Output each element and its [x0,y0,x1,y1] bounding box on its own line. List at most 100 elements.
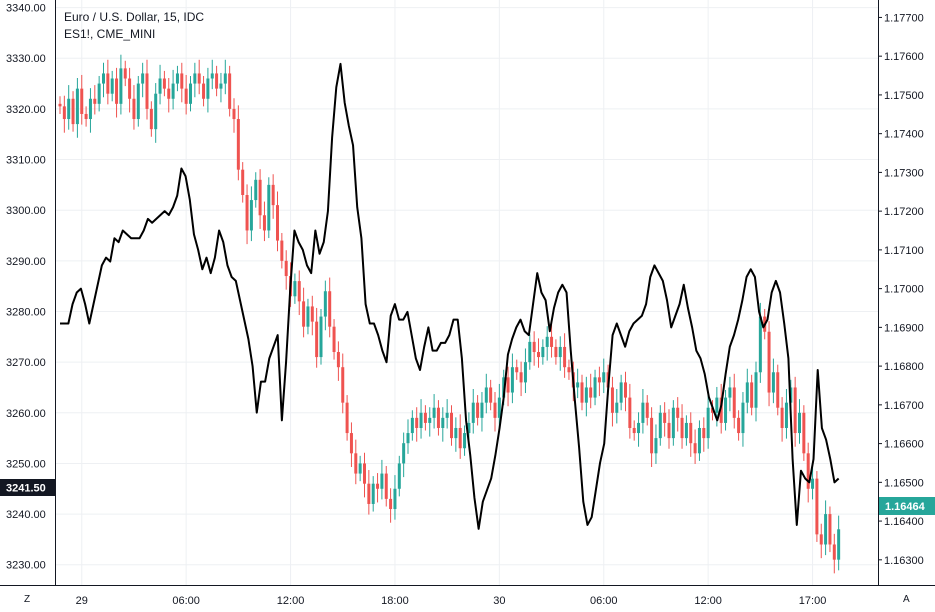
candle-body [824,514,828,545]
right-price-badge: 1.16464 [879,497,935,515]
time-axis[interactable]: 29 06:00 12:00 18:00 30 06:00 12:00 17:00 [76,595,827,607]
candle-body [106,73,110,94]
left-tick-label: 3290.00 [6,256,46,268]
candle-body [154,93,158,130]
candle-body [297,281,301,302]
legend-title: Euro / U.S. Dollar, 15, IDC [64,10,204,24]
candle-body [328,291,332,327]
candle-body [62,106,66,120]
candle-body [363,463,366,484]
right-price-badge-bg [879,497,935,515]
grid-lines [56,0,878,585]
candle-body [515,367,519,373]
es1-candles [58,54,841,574]
candle-body [545,336,549,347]
candle-body [580,382,584,403]
candle-body [336,352,340,368]
candle-body [497,397,501,418]
eurusd-line [60,62,840,530]
candle-body [589,387,593,398]
candle-body [102,73,105,84]
candle-body [741,402,745,434]
candle-body [380,473,384,489]
candle-body [193,73,197,84]
right-tick-label: 1.16400 [884,516,924,528]
candle-body [493,402,497,418]
candle-body [345,402,349,434]
candle-body [210,73,214,79]
candle-body [180,73,184,89]
candle-body [697,427,701,454]
candle-body [228,73,232,109]
candle-body [463,433,467,449]
candle-body [254,179,258,201]
candle-body [806,453,810,489]
candle-body [506,377,510,393]
candle-body [402,443,406,464]
candle-body [597,377,601,383]
candle-body [354,453,358,474]
candle-body [319,316,323,358]
right-tick-label: 1.16900 [884,322,924,334]
candle-body [302,301,306,327]
right-tick-label: 1.17000 [884,284,924,296]
left-tick-label: 3250.00 [6,458,46,470]
candle-body [467,422,471,434]
candle-body [158,78,162,94]
candle-body [371,483,375,504]
time-tick-label: 30 [493,595,505,607]
candle-body [110,78,114,94]
candle-body [484,387,488,403]
candle-body [654,438,658,454]
candle-body [262,215,266,231]
left-price-axis[interactable]: 3340.00 3330.00 3320.00 3310.00 3300.00 3290.… [6,3,46,572]
candle-body [663,412,667,423]
left-tick-label: 3340.00 [6,3,46,15]
left-tick-label: 3230.00 [6,560,46,572]
candle-body [384,473,388,499]
left-tick-label: 3240.00 [6,509,46,521]
right-tick-label: 1.17100 [884,245,924,257]
candle-body [641,402,645,423]
candle-body [458,427,462,449]
timezone-button[interactable]: Z [24,594,30,605]
candle-body [819,534,823,545]
candle-body [680,417,684,439]
candle-body [689,422,693,444]
candle-body [471,402,475,423]
candle-body [197,73,201,84]
candle-body [341,367,345,403]
candle-body [776,372,780,408]
candle-body [532,341,536,353]
right-tick-label: 1.16800 [884,361,924,373]
candle-body [684,422,688,439]
right-tick-label: 1.16500 [884,477,924,489]
candle-body [215,73,219,89]
right-tick-label: 1.17600 [884,51,924,63]
candle-body [84,113,88,120]
right-tick-label: 1.16600 [884,439,924,451]
candle-body [436,407,440,428]
candle-body [419,412,423,428]
right-price-axis[interactable]: 1.17700 1.17600 1.17500 1.17400 1.17300 1.172… [878,12,924,567]
time-tick-label: 12:00 [277,595,305,607]
candle-body [658,412,662,439]
candle-body [480,402,484,418]
auto-scale-button[interactable]: A [903,594,910,605]
candle-body [410,417,414,434]
time-tick-label: 17:00 [799,595,827,607]
candle-body [71,98,75,125]
candle-body [737,417,741,434]
candle-body [584,387,588,403]
candle-body [798,412,801,434]
candle-body [719,397,723,423]
timezone-button-label: Z [24,594,30,605]
candle-body [706,407,710,439]
candle-body [202,83,206,99]
candle-body [206,78,210,99]
legend-subtitle: ES1!, CME_MINI [64,27,155,41]
right-tick-label: 1.17700 [884,12,924,24]
legend[interactable]: Euro / U.S. Dollar, 15, IDC ES1!, CME_MI… [64,10,204,41]
candle-body [715,397,719,413]
